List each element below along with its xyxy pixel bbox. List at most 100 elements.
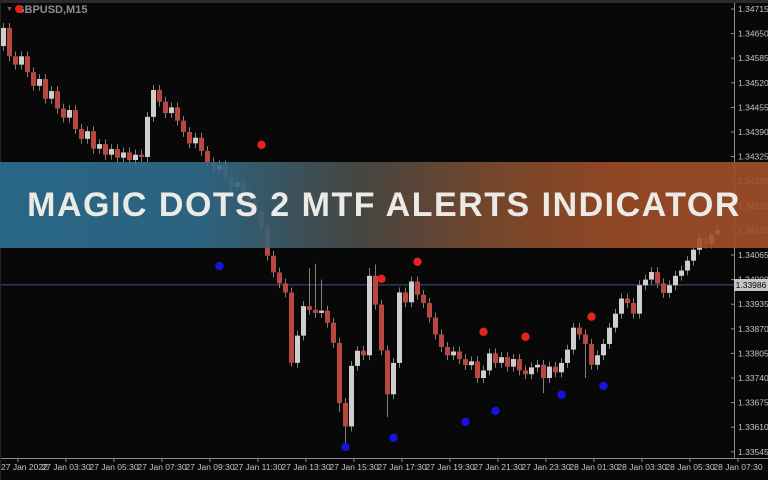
bull-candle [169,107,174,114]
bull-candle [397,292,402,363]
bear-candle [463,359,468,366]
bear-candle [523,370,528,375]
bull-candle [301,306,306,336]
bull-candle [49,91,54,99]
bull-candle [613,313,618,328]
bull-candle [409,281,414,303]
bear-candle [79,128,84,139]
bear-candle [517,359,522,371]
signal-dot-blue [215,261,224,271]
bear-candle [61,108,66,118]
signal-dot-red [521,332,530,341]
bull-candle [367,275,372,356]
price-axis-label: 1.33935 [738,299,768,309]
bull-candle [667,285,672,293]
price-axis-label: 1.33610 [738,422,768,432]
bear-candle [493,353,498,363]
chart-dropdown-arrow-icon[interactable]: ▼ [6,6,13,13]
bear-candle [271,255,276,273]
bear-candle [475,361,480,378]
price-axis-label: 1.34520 [738,78,768,88]
bull-candle [571,327,576,350]
bear-candle [439,334,444,347]
bull-candle [97,144,102,149]
bear-candle [199,137,204,151]
bear-candle [139,154,144,157]
signal-dot-blue [341,442,350,452]
bear-candle [73,110,78,129]
price-axis-label: 1.34325 [738,152,768,162]
bear-candle [289,292,294,363]
bull-candle [607,327,612,344]
bull-candle [601,343,606,356]
bear-candle [583,334,588,344]
bear-candle [25,56,30,73]
bull-candle [529,367,534,375]
signal-dot-red [587,312,596,321]
bear-candle [205,150,210,163]
bull-candle [649,272,654,280]
bull-candle [481,370,486,378]
bear-candle [631,303,636,314]
bull-candle [319,310,324,313]
signal-dot-blue [491,406,500,416]
price-axis-label: 1.34455 [738,102,768,112]
time-axis-label: 28 Jan 05:30 [665,462,714,472]
price-axis-label: 1.33675 [738,398,768,408]
bear-candle [385,350,390,395]
bull-candle [643,279,648,286]
signal-dot-red [479,327,488,337]
bear-candle [505,357,510,367]
current-price-label: 1.33986 [734,279,768,291]
bear-candle [427,303,432,318]
bear-candle [175,107,180,121]
bear-candle [31,72,36,86]
bull-candle [19,56,24,65]
signal-dot-blue [599,381,608,391]
time-axis-label: 27 Jan 05:30 [89,462,138,472]
bull-candle [133,154,138,161]
bull-candle [673,275,678,286]
time-axis-label: 27 Jan 03:30 [41,462,90,472]
time-axis-label: 27 Jan 19:30 [425,462,474,472]
bear-candle [541,364,546,378]
signal-dot-blue [461,417,470,427]
bear-candle [55,91,60,109]
bear-candle [457,351,462,360]
signal-dot-blue [389,433,398,442]
symbol-text: GBPUSD,M15 [15,4,88,16]
bull-candle [637,285,642,314]
bull-candle [193,137,198,144]
bear-candle [655,272,660,284]
bear-candle [433,317,438,335]
time-axis-label: 27 Jan 07:30 [137,462,186,472]
bear-candle [157,89,162,102]
time-axis-label: 27 Jan 23:30 [521,462,570,472]
bull-candle [1,27,6,47]
bear-candle [115,149,120,158]
promo-banner: MAGIC DOTS 2 MTF ALERTS INDICATOR [0,162,768,248]
bull-candle [451,351,456,356]
bear-candle [553,366,558,373]
bull-candle [151,89,156,117]
time-axis-label: 28 Jan 01:30 [569,462,618,472]
bear-candle [337,342,342,403]
bear-candle [445,346,450,356]
time-axis-label: 27 Jan 2022 [1,462,48,472]
bull-candle [121,152,126,158]
signal-dot-red [257,140,266,150]
bull-candle [109,149,114,155]
signal-dot-red [377,274,386,284]
window-top-border [0,0,768,3]
price-axis-label: 1.34650 [738,29,768,39]
price-axis-label: 1.33740 [738,373,768,383]
time-axis-label: 28 Jan 07:30 [713,462,762,472]
bear-candle [163,101,168,114]
bull-candle [349,365,354,427]
price-axis-label: 1.34585 [738,53,768,63]
time-axis-label: 27 Jan 21:30 [473,462,522,472]
bear-candle [181,120,186,132]
bull-candle [595,355,600,365]
